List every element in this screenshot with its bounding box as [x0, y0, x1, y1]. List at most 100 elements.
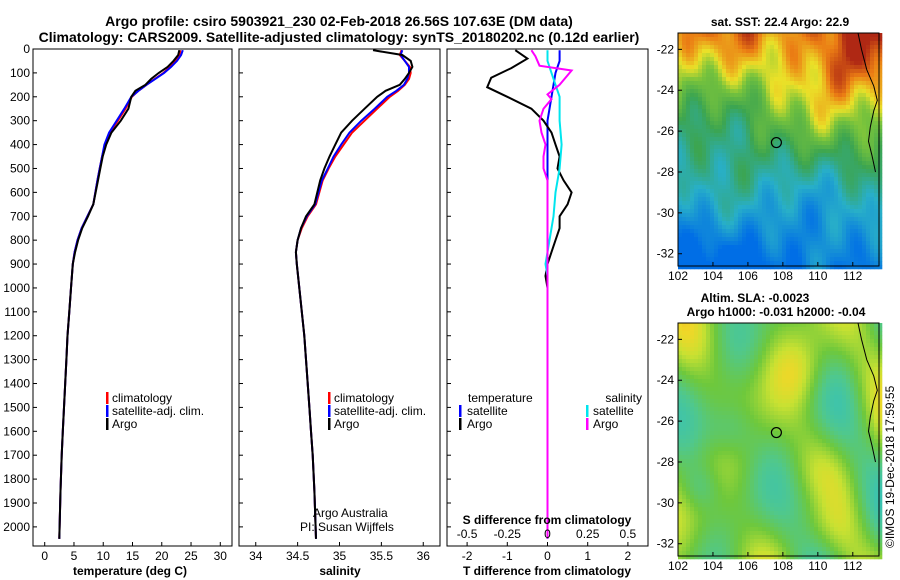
sst-map-cell — [830, 201, 835, 206]
sst-map-cell — [814, 209, 819, 214]
sla-map-cell — [766, 391, 771, 396]
sst-map-cell — [842, 177, 847, 182]
sla-map-cell — [778, 379, 783, 384]
sst-map-cell — [870, 169, 875, 174]
sla-map-cell — [794, 363, 799, 368]
sst-map-cell — [746, 253, 751, 258]
sla-map-cell — [762, 379, 767, 384]
salinity-x-tick-label: 35.5 — [370, 549, 394, 563]
sst-map-cell — [834, 73, 839, 78]
sla-map-cell — [786, 371, 791, 376]
sst-map-cell — [754, 189, 759, 194]
sla-map-cell — [842, 387, 847, 392]
sst-map-cell — [694, 45, 699, 50]
sst-map-cell — [842, 41, 847, 46]
sla-map-cell — [774, 431, 779, 436]
sst-map-cell — [830, 153, 835, 158]
sla-map-cell — [870, 423, 875, 428]
sla-map-cell — [754, 387, 759, 392]
sla-map-cell — [746, 403, 751, 408]
sst-map-cell — [710, 97, 715, 102]
sla-map-cell — [750, 423, 755, 428]
sla-map-cell — [862, 391, 867, 396]
sst-map-cell — [834, 121, 839, 126]
sst-map-cell — [698, 125, 703, 130]
sst-map-cell — [782, 201, 787, 206]
sst-map-cell — [806, 121, 811, 126]
sst-map-cell — [766, 241, 771, 246]
sla-map-cell — [782, 399, 787, 404]
sla-map-cell — [786, 327, 791, 332]
sst-map-cell — [798, 141, 803, 146]
sla-map-cell — [782, 355, 787, 360]
sla-map-cell — [702, 323, 707, 328]
sla-map-cell — [846, 347, 851, 352]
sst-map-cell — [862, 37, 867, 42]
sla-map-cell — [770, 411, 775, 416]
sla-map-cell — [830, 359, 835, 364]
sst-map-cell — [854, 85, 859, 90]
sst-map-cell — [746, 125, 751, 130]
sst-map-cell — [870, 229, 875, 234]
sst-map-cell — [818, 45, 823, 50]
sst-map-cell — [874, 193, 879, 198]
sst-map-cell — [854, 205, 859, 210]
sst-map-cell — [718, 117, 723, 122]
sla-map-cell — [770, 423, 775, 428]
sst-map-cell — [866, 101, 871, 106]
sla-map-cell — [850, 351, 855, 356]
sla-map-cell — [802, 411, 807, 416]
sst-map-cell — [694, 141, 699, 146]
sla-map-cell — [766, 411, 771, 416]
sla-map-cell — [686, 347, 691, 352]
sst-map-cell — [698, 249, 703, 254]
sla-map-cell — [762, 407, 767, 412]
sla-map-cell — [878, 419, 883, 424]
sla-map-cell — [778, 375, 783, 380]
sst-map-cell — [790, 225, 795, 230]
sst-map-cell — [862, 69, 867, 74]
sst-map-cell — [754, 245, 759, 250]
sla-map-cell — [802, 447, 807, 452]
sla-map-cell — [706, 435, 711, 440]
sla-map-cell — [834, 343, 839, 348]
sst-map-cell — [698, 61, 703, 66]
sst-map-cell — [858, 65, 863, 70]
sst-map-cell — [694, 133, 699, 138]
sst-map-cell — [774, 81, 779, 86]
sla-map-cell — [698, 455, 703, 460]
sla-map-cell — [822, 407, 827, 412]
sst-map-cell — [798, 253, 803, 258]
sst-map-cell — [710, 149, 715, 154]
sst-map-cell — [766, 205, 771, 210]
sst-map-cell — [842, 89, 847, 94]
sst-map-cell — [850, 105, 855, 110]
sla-map-cell — [790, 379, 795, 384]
sst-map-cell — [850, 129, 855, 134]
sla-map-cell — [826, 455, 831, 460]
sla-map-cell — [758, 399, 763, 404]
sst-map-cell — [810, 97, 815, 102]
sst-map-cell — [834, 233, 839, 238]
sla-map-cell — [774, 455, 779, 460]
sst-map-cell — [874, 85, 879, 90]
sla-map-cell — [802, 403, 807, 408]
sst-map-cell — [682, 45, 687, 50]
sst-map-cell — [702, 121, 707, 126]
sla-map-cell — [862, 399, 867, 404]
sst-x-tick-label: 104 — [703, 269, 723, 283]
sst-map-cell — [758, 133, 763, 138]
sst-map-cell — [786, 253, 791, 258]
sla-map-cell — [710, 435, 715, 440]
sst-map-cell — [770, 265, 775, 270]
sst-map-cell — [682, 157, 687, 162]
sst-map-cell — [866, 149, 871, 154]
sst-map-cell — [738, 69, 743, 74]
sst-map-cell — [734, 53, 739, 58]
sla-map-cell — [878, 443, 883, 448]
sst-map-cell — [706, 221, 711, 226]
sst-map-cell — [686, 237, 691, 242]
sst-map-cell — [742, 49, 747, 54]
sla-map-cell — [814, 431, 819, 436]
sst-map-cell — [866, 189, 871, 194]
